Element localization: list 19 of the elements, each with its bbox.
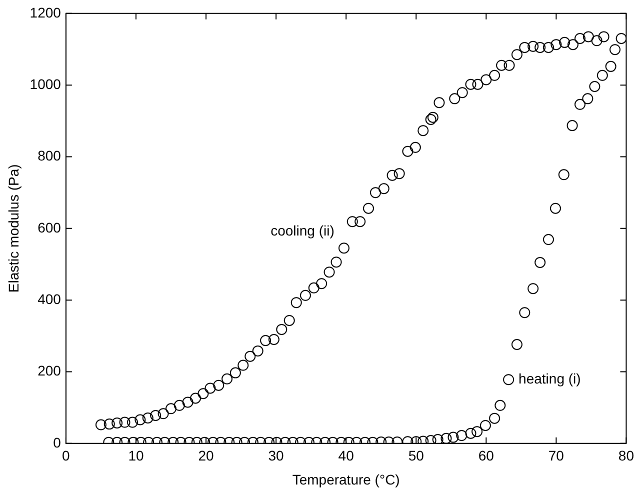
x-tick-label: 80 bbox=[618, 448, 634, 464]
x-tick-label: 40 bbox=[338, 448, 354, 464]
y-tick-label: 1000 bbox=[30, 76, 62, 92]
x-tick-label: 10 bbox=[128, 448, 144, 464]
x-tick-label: 50 bbox=[408, 448, 424, 464]
y-tick-label: 0 bbox=[53, 434, 62, 450]
y-tick-label: 1200 bbox=[30, 4, 62, 20]
series-label: heating (i) bbox=[518, 370, 581, 386]
x-tick-label: 60 bbox=[478, 448, 494, 464]
series-label: cooling (ii) bbox=[270, 222, 334, 238]
y-axis-title: Elastic modulus (Pa) bbox=[5, 164, 22, 293]
y-tick-label: 800 bbox=[38, 148, 62, 164]
y-tick-label: 400 bbox=[38, 290, 62, 307]
x-tick-label: 30 bbox=[268, 448, 284, 464]
x-tick-label: 70 bbox=[548, 448, 564, 464]
y-tick-label: 600 bbox=[38, 219, 62, 236]
y-tick-label: 200 bbox=[38, 362, 62, 379]
x-axis-title: Temperature (°C) bbox=[292, 471, 400, 488]
x-tick-label: 20 bbox=[198, 448, 214, 464]
